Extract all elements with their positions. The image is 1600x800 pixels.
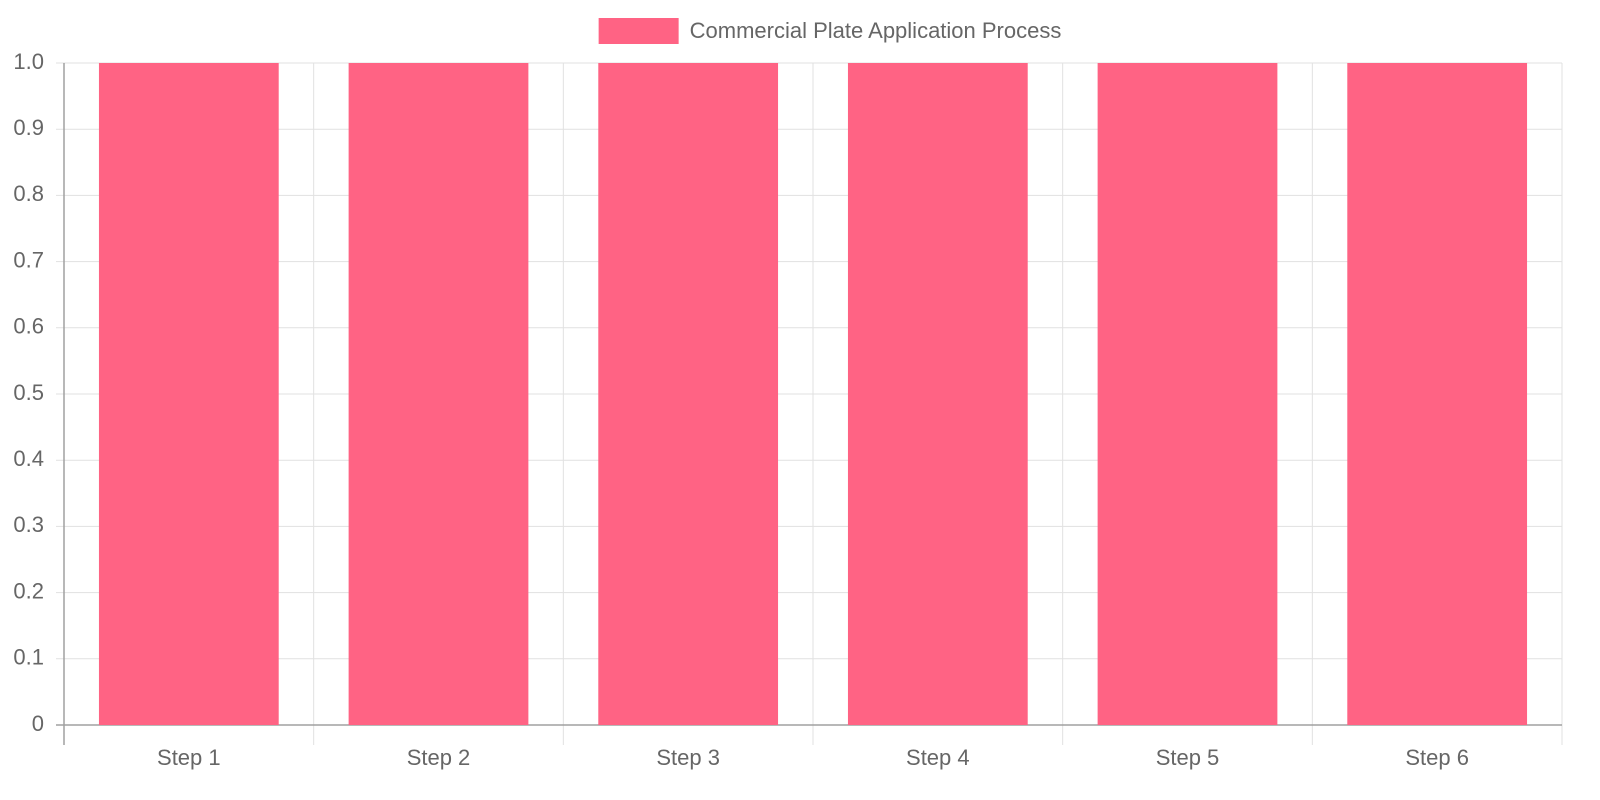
x-tick-label: Step 3 bbox=[656, 745, 720, 770]
x-tick-label: Step 5 bbox=[1156, 745, 1220, 770]
legend-swatch bbox=[598, 18, 679, 44]
bar bbox=[348, 63, 529, 725]
y-tick-label: 0.4 bbox=[13, 446, 44, 471]
bar bbox=[98, 63, 279, 725]
y-tick-label: 0.7 bbox=[13, 247, 44, 272]
x-tick-label: Step 6 bbox=[1405, 745, 1469, 770]
bar bbox=[598, 63, 779, 725]
y-tick-label: 0.3 bbox=[13, 512, 44, 537]
bar bbox=[847, 63, 1028, 725]
y-tick-label: 0.1 bbox=[13, 645, 44, 670]
y-tick-label: 0.8 bbox=[13, 181, 44, 206]
bar bbox=[1347, 63, 1528, 725]
x-tick-label: Step 1 bbox=[157, 745, 221, 770]
x-tick-label: Step 4 bbox=[906, 745, 970, 770]
y-tick-label: 0.2 bbox=[13, 578, 44, 603]
y-tick-label: 0.9 bbox=[13, 115, 44, 140]
y-tick-label: 1.0 bbox=[13, 49, 44, 74]
y-tick-label: 0.5 bbox=[13, 380, 44, 405]
x-tick-label: Step 2 bbox=[407, 745, 471, 770]
bar bbox=[1097, 63, 1278, 725]
legend-label: Commercial Plate Application Process bbox=[690, 18, 1062, 43]
y-tick-label: 0.6 bbox=[13, 314, 44, 339]
y-tick-label: 0 bbox=[32, 711, 44, 736]
